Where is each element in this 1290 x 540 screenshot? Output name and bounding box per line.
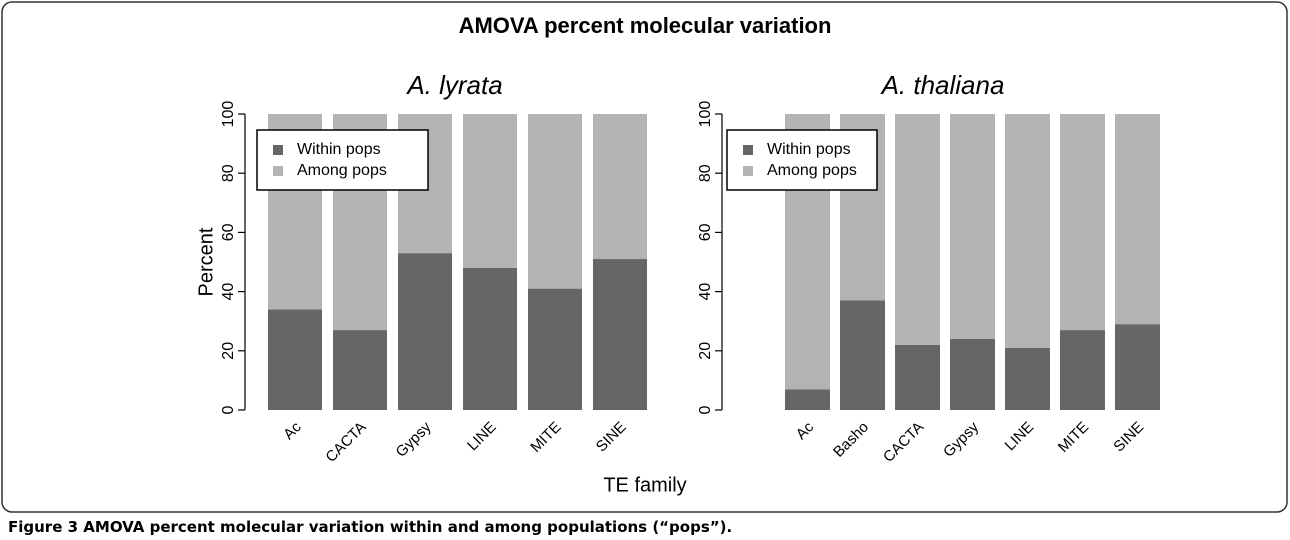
x-tick-label: LINE — [1002, 419, 1038, 455]
y-axis-label: Percent — [195, 227, 217, 296]
x-tick-label: CACTA — [322, 419, 369, 466]
caption-label: Figure 3 — [8, 518, 78, 536]
x-tick-label: MITE — [1055, 419, 1092, 456]
bar-segment — [398, 253, 452, 410]
bar-segment — [840, 300, 885, 410]
caption: Figure 3 AMOVA percent molecular variati… — [8, 518, 732, 536]
bar-segment — [528, 114, 582, 289]
x-axis-label: TE family — [603, 474, 686, 496]
bar-segment — [593, 259, 647, 410]
y-tick-label: 100 — [220, 101, 237, 128]
bar-segment — [593, 114, 647, 260]
legend-label: Among pops — [297, 162, 387, 179]
y-tick-label: 40 — [220, 283, 237, 301]
legend-box — [726, 129, 878, 191]
x-tick-label: LINE — [464, 419, 500, 455]
y-tick-label: 80 — [697, 164, 714, 182]
bar-segment — [785, 389, 830, 410]
figure-border — [1, 1, 1288, 513]
y-tick-label: 0 — [220, 405, 237, 414]
y-tick-label: 20 — [220, 342, 237, 360]
bar-segment — [950, 338, 995, 410]
y-tick-label: 20 — [697, 342, 714, 360]
legend-label: Within pops — [767, 141, 851, 158]
bar-segment — [895, 114, 940, 345]
y-tick-label: 40 — [697, 283, 714, 301]
x-tick-label: MITE — [527, 419, 564, 456]
y-tick-label: 0 — [697, 405, 714, 414]
bar-segment — [1115, 114, 1160, 325]
bar-segment — [950, 114, 995, 339]
bar-segment — [463, 114, 517, 268]
y-tick-label: 60 — [697, 223, 714, 241]
legend-box — [256, 129, 429, 191]
legend-swatch — [273, 166, 283, 176]
bar-segment — [1060, 330, 1105, 410]
x-tick-label: Gypsy — [940, 418, 982, 460]
x-tick-label: Basho — [830, 419, 872, 461]
x-tick-label: CACTA — [880, 419, 927, 466]
legend-swatch — [743, 166, 753, 176]
bar-segment — [1005, 347, 1050, 410]
y-tick-label: 60 — [220, 223, 237, 241]
x-tick-label: SINE — [593, 419, 630, 456]
figure-title: AMOVA percent molecular variation — [459, 13, 832, 38]
y-tick-label: 80 — [220, 164, 237, 182]
legend-swatch — [743, 145, 753, 155]
bar-segment — [333, 330, 387, 410]
bar-segment — [268, 309, 322, 410]
bar-segment — [463, 267, 517, 410]
bar-segment — [1005, 114, 1050, 348]
legend-swatch — [273, 145, 283, 155]
x-tick-label: Gypsy — [393, 418, 435, 460]
legend-label: Among pops — [767, 162, 857, 179]
legend-label: Within pops — [297, 141, 381, 158]
bar-segment — [895, 344, 940, 410]
x-tick-label: SINE — [1110, 419, 1147, 456]
x-tick-label: Ac — [280, 418, 305, 443]
y-tick-label: 100 — [697, 101, 714, 128]
bar-segment — [1060, 114, 1105, 331]
caption-text: AMOVA percent molecular variation within… — [83, 518, 732, 536]
bar-segment — [528, 288, 582, 410]
panel-title: A. lyrata — [405, 70, 502, 100]
x-tick-label: Ac — [793, 418, 818, 443]
panel-title: A. thaliana — [880, 70, 1005, 100]
bar-segment — [1115, 324, 1160, 410]
